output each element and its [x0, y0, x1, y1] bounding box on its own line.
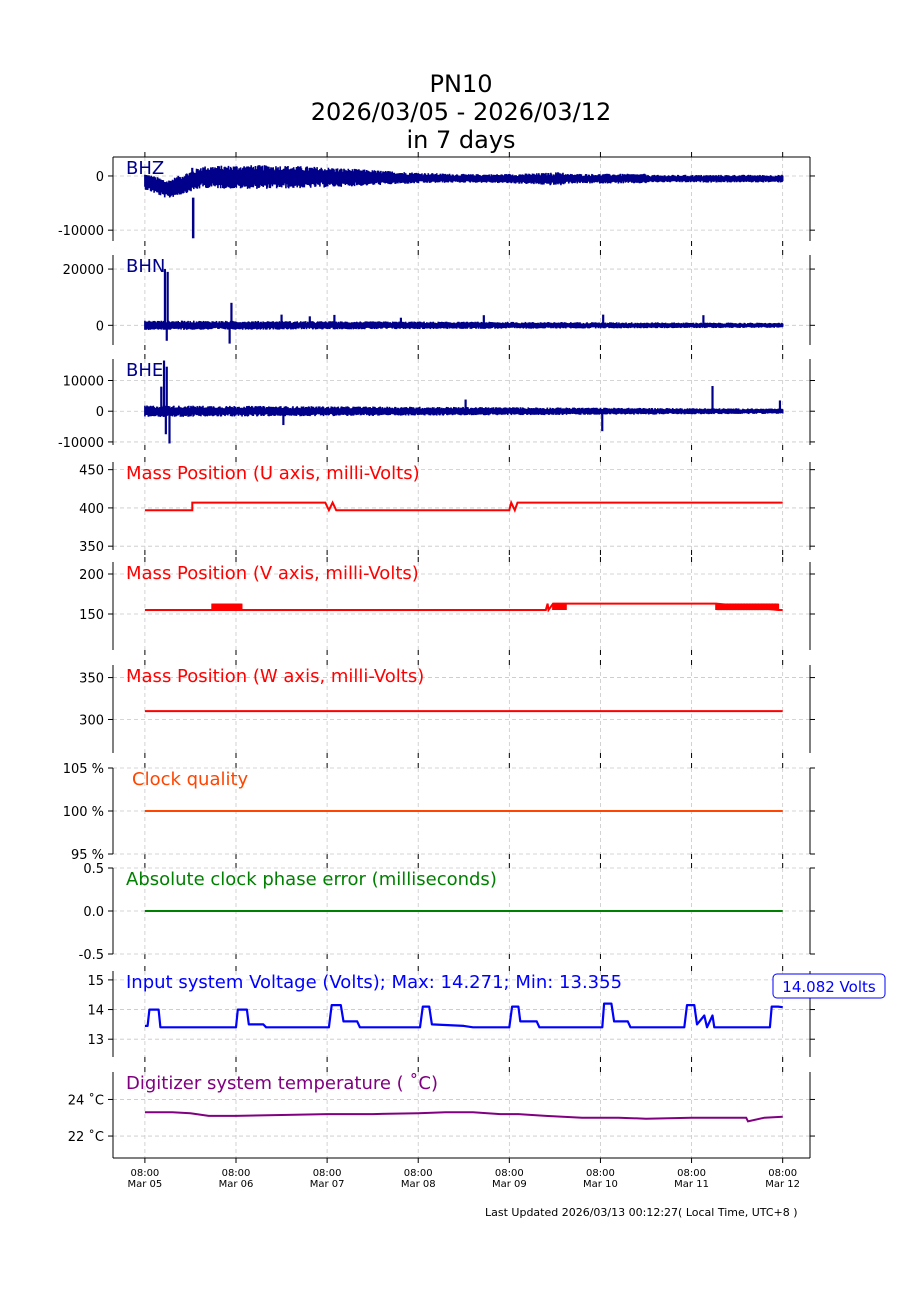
y-tick-label: 0: [96, 170, 104, 185]
panel-label: Mass Position (W axis, milli-Volts): [126, 666, 424, 687]
x-tick-date-label: Mar 08: [401, 1179, 436, 1190]
state-flicker: [552, 603, 567, 611]
x-tick-date-label: Mar 12: [765, 1179, 800, 1190]
x-tick-date-label: Mar 06: [219, 1179, 254, 1190]
x-tick-time-label: 08:00: [495, 1168, 524, 1179]
waveform-trace: [144, 320, 784, 330]
x-tick-time-label: 08:00: [130, 1168, 159, 1179]
x-tick-time-label: 08:00: [404, 1168, 433, 1179]
x-tick-time-label: 08:00: [586, 1168, 615, 1179]
x-tick-time-label: 08:00: [222, 1168, 251, 1179]
x-tick-date-label: Mar 11: [674, 1179, 709, 1190]
y-tick-label: 0: [96, 319, 104, 334]
x-tick-date-label: Mar 05: [127, 1179, 162, 1190]
y-tick-label: 22 ˚C: [68, 1129, 104, 1145]
x-tick-time-label: 08:00: [768, 1168, 797, 1179]
panel-label: Mass Position (V axis, milli-Volts): [126, 563, 419, 584]
panel-label: BHZ: [126, 158, 164, 179]
y-tick-label: -0.5: [79, 948, 104, 963]
x-tick-date-label: Mar 07: [310, 1179, 345, 1190]
y-tick-label: 350: [79, 672, 104, 687]
y-tick-label: 14: [87, 1004, 104, 1019]
y-tick-label: 300: [79, 713, 104, 728]
panel-label: Mass Position (U axis, milli-Volts): [126, 463, 420, 484]
y-tick-label: 95 %: [71, 848, 104, 863]
voltage-line: [144, 1002, 783, 1029]
y-tick-label: 0.0: [83, 905, 104, 920]
series-line: [144, 499, 783, 513]
y-tick-label: 200: [79, 568, 104, 583]
x-tick-date-label: Mar 09: [492, 1179, 527, 1190]
state-flicker: [715, 603, 780, 611]
voltage-callout-box: [772, 973, 886, 999]
y-tick-label: 350: [79, 540, 104, 555]
date-range-title: 2026/03/05 - 2026/03/12: [310, 98, 612, 126]
x-tick-time-label: 08:00: [313, 1168, 342, 1179]
x-tick-time-label: 08:00: [677, 1168, 706, 1179]
y-tick-label: 100 %: [63, 805, 104, 820]
x-tick-date-label: Mar 10: [583, 1179, 618, 1190]
y-tick-label: 400: [79, 502, 104, 517]
panel-label: BHE: [126, 360, 163, 381]
y-tick-label: 20000: [63, 263, 104, 278]
panel-label: Absolute clock phase error (milliseconds…: [126, 869, 497, 890]
y-tick-label: 0.5: [83, 862, 104, 877]
period-title: in 7 days: [406, 126, 516, 154]
y-tick-label: 105 %: [63, 762, 104, 777]
y-tick-label: 24 ˚C: [68, 1092, 104, 1108]
series-line: [144, 1111, 783, 1123]
y-tick-label: 450: [79, 464, 104, 479]
panel-label: Input system Voltage (Volts); Max: 14.27…: [126, 972, 622, 993]
y-tick-label: 0: [96, 405, 104, 420]
state-flicker: [211, 603, 243, 611]
panel-label: Digitizer system temperature ( ˚C): [126, 1073, 438, 1094]
panel-label: Clock quality: [132, 769, 249, 790]
y-tick-label: 10000: [63, 375, 104, 390]
y-tick-label: 150: [79, 608, 104, 623]
panel-label: BHN: [126, 256, 165, 277]
voltage-callout-text: 14.082 Volts: [782, 978, 876, 996]
last-updated-note: Last Updated 2026/03/13 00:12:27( Local …: [485, 1206, 798, 1219]
y-tick-label: 15: [87, 974, 104, 989]
y-tick-label: -10000: [58, 436, 104, 451]
y-tick-label: 13: [87, 1033, 104, 1048]
waveform-trace: [144, 405, 784, 417]
y-tick-label: -10000: [58, 224, 104, 239]
station-title: PN10: [429, 70, 493, 98]
waveform-trace: [144, 165, 784, 198]
